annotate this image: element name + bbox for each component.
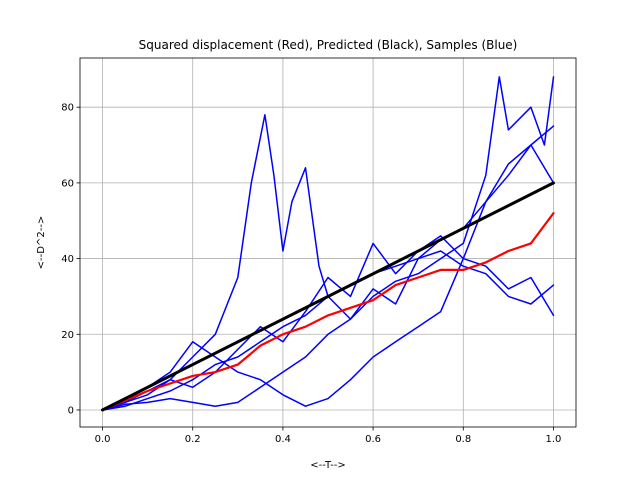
x-tick-label: 0.2: [185, 434, 201, 445]
predicted-series-line: [101, 181, 555, 412]
x-axis-label: <--T-->: [310, 460, 345, 471]
chart-title: Squared displacement (Red), Predicted (B…: [139, 38, 518, 52]
x-tick-label: 0.8: [455, 434, 471, 445]
mean-series-line: [101, 212, 555, 412]
y-tick-label: 60: [61, 178, 74, 189]
x-tick-label: 0.0: [95, 434, 111, 445]
y-tick-label: 40: [61, 254, 74, 265]
x-tick-label: 0.6: [365, 434, 381, 445]
plot-frame: [79, 57, 577, 428]
y-tick-label: 20: [61, 330, 74, 341]
axis-ticks: 0.0 0.2 0.4 0.6 0.8 1.0 0 20 40 60 80: [61, 103, 561, 445]
x-tick-label: 1.0: [546, 434, 562, 445]
y-tick-label: 80: [61, 103, 74, 114]
y-axis-label: <--D^2-->: [36, 216, 47, 270]
sample-series-line-2: [101, 76, 555, 411]
x-tick-label: 0.4: [275, 434, 291, 445]
y-tick-label: 0: [68, 405, 74, 416]
sample-series-line-4: [101, 235, 555, 411]
plot-series: [101, 76, 555, 412]
